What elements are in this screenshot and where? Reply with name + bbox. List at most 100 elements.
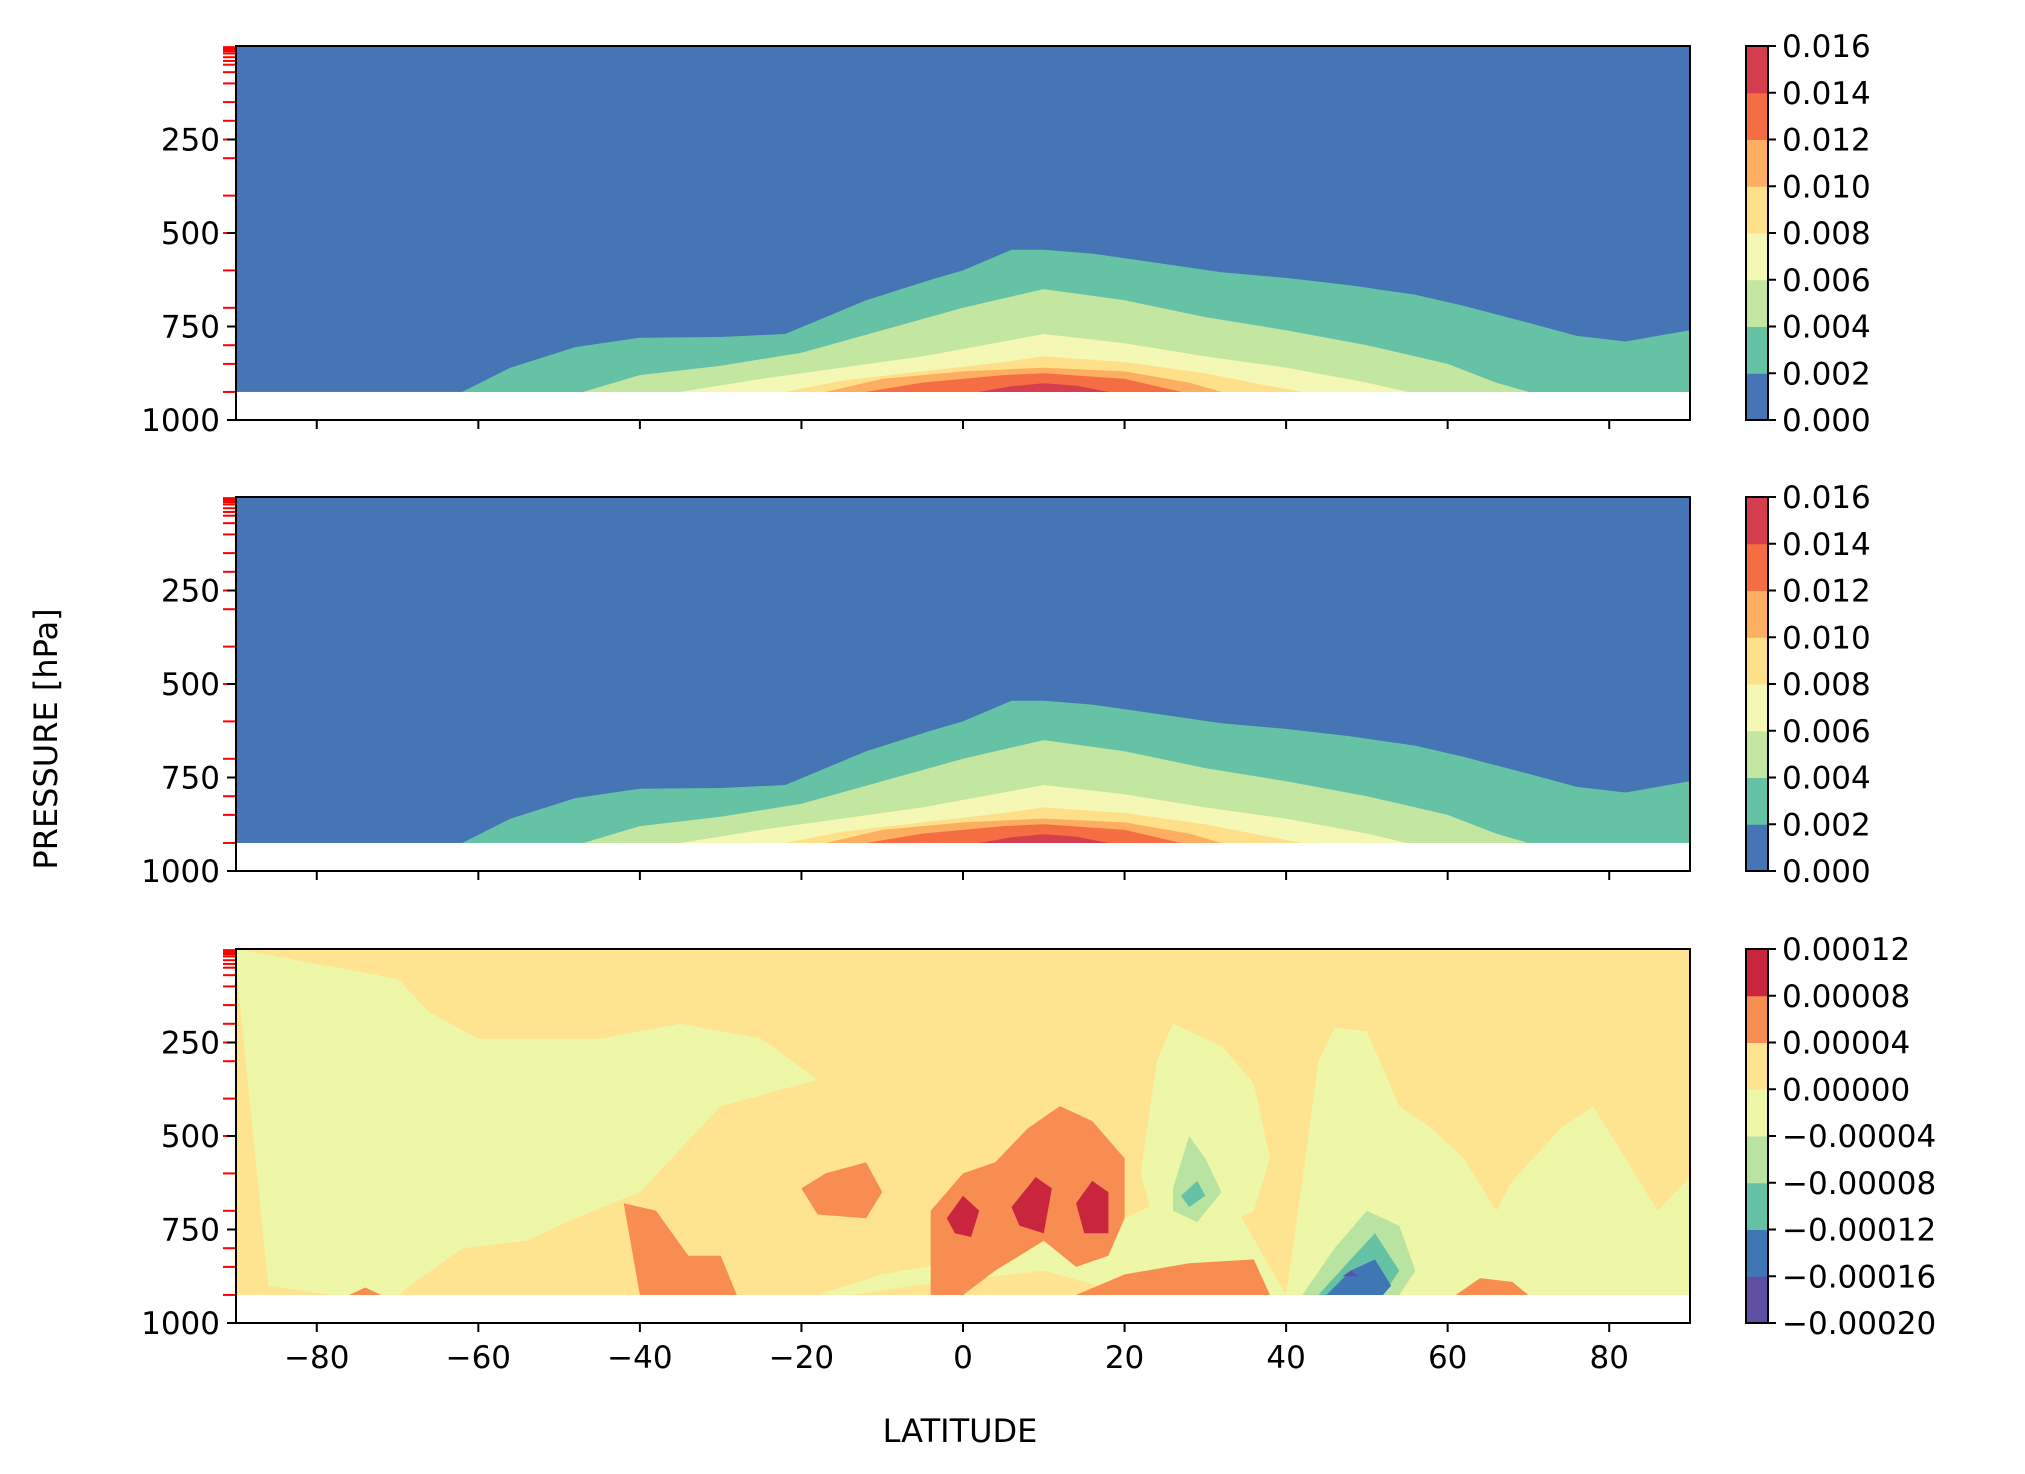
colorbar-tick-label-2: −0.00012 [1782,1213,1936,1249]
colorbar-tick-label-7: 0.014 [1782,76,1871,112]
x-tick-label--80: −80 [284,1340,349,1376]
colorbar-tick-label-1: 0.002 [1782,356,1871,392]
colorbar-swatch-7 [1746,46,1768,94]
colorbar-swatch-1 [1746,1229,1768,1277]
colorbar-swatch-2 [1746,730,1768,778]
colorbar-tick-label-1: 0.002 [1782,807,1871,843]
x-tick-label--60: −60 [446,1340,511,1376]
colorbar-tick-label-3: −0.00008 [1782,1166,1936,1202]
x-tick-label-40: 40 [1266,1340,1305,1376]
y-tick-label-250: 250 [161,123,220,159]
colorbar-tick-label-3: 0.006 [1782,714,1871,750]
y-tick-label-750: 750 [161,761,220,797]
colorbar-tick-label-4: −0.00004 [1782,1119,1936,1155]
colorbar-swatch-2 [1746,1182,1768,1230]
colorbar-swatch-4 [1746,186,1768,234]
y-tick-label-1000: 1000 [141,403,220,439]
y-tick-label-500: 500 [161,667,220,703]
colorbar-tick-label-3: 0.006 [1782,263,1871,299]
colorbar-swatch-5 [1746,1042,1768,1090]
colorbar-tick-label-8: 0.016 [1782,480,1871,516]
colorbar-tick-label-7: 0.014 [1782,527,1871,563]
colorbar-swatch-6 [1746,92,1768,140]
contour-region-8 [1076,1259,1270,1295]
colorbar-swatch-0 [1746,824,1768,872]
contour-region-9 [1455,1278,1529,1295]
colorbar-tick-label-8: 0.016 [1782,29,1871,65]
x-tick-label-20: 20 [1105,1340,1144,1376]
colorbar-swatch-3 [1746,233,1768,281]
colorbar-tick-label-8: 0.00012 [1782,932,1910,968]
contour-band-6 [866,824,1181,843]
x-tick-label-60: 60 [1428,1340,1467,1376]
x-tick-label-80: 80 [1589,1340,1628,1376]
y-tick-label-1000: 1000 [141,854,220,890]
contour-region-18 [1342,1270,1359,1277]
contour-region-2 [1140,1023,1270,1234]
colorbar-swatch-3 [1746,1136,1768,1184]
contour-region-5 [349,1287,382,1295]
colorbar-tick-label-7: 0.00008 [1782,979,1910,1015]
x-tick-label--40: −40 [607,1340,672,1376]
colorbar-tick-label-2: 0.004 [1782,761,1871,797]
colorbar-swatch-3 [1746,684,1768,732]
panel-bottom: 250 500 750 1000 −80 −60 −40 −20 0 20 40 60 80 −0.000… [141,932,1936,1376]
contour-fields [236,949,1690,1295]
colorbar-tick-label-5: 0.010 [1782,620,1871,656]
contour-band-7 [979,834,1109,843]
colorbar-tick-label-6: 0.00004 [1782,1026,1910,1062]
colorbar-tick-label-1: −0.00016 [1782,1259,1936,1295]
y-tick-label-500: 500 [161,1119,220,1155]
contour-region-11 [1011,1177,1052,1234]
y-tick-label-750: 750 [161,1213,220,1249]
colorbar-bottom: −0.00020 −0.00016 −0.00012 −0.00008 −0.00004… [1745,932,1936,1342]
contour-region-10 [946,1195,980,1237]
contour-region-14 [1181,1180,1206,1208]
colorbar-swatch-5 [1746,139,1768,187]
colorbar-tick-label-5: 0.010 [1782,169,1871,205]
contour-region-19 [1673,1210,1690,1256]
x-axis-label: LATITUDE [883,1412,1038,1450]
x-tick-label-0: 0 [953,1340,973,1376]
colorbar-tick-label-6: 0.012 [1782,123,1871,159]
colorbar-swatch-6 [1746,995,1768,1043]
colorbar-middle: 0.000 0.002 0.004 0.006 0.008 0.010 0.012 0.014… [1745,480,1871,890]
colorbar-swatch-1 [1746,326,1768,374]
y-tick-label-250: 250 [161,1026,220,1062]
colorbar-top: 0.000 0.002 0.004 0.006 0.008 0.010 0.012 0.014… [1745,29,1871,439]
contour-band-6 [866,373,1182,392]
contour-fields [236,46,1690,392]
y-tick-label-750: 750 [161,310,220,346]
contour-region-12 [1076,1180,1109,1234]
y-tick-label-500: 500 [161,216,220,252]
colorbar-swatch-4 [1746,637,1768,685]
colorbar-tick-label-0: 0.000 [1782,403,1871,439]
colorbar-swatch-1 [1746,777,1768,825]
contour-region-4 [623,1203,737,1295]
y-tick-label-1000: 1000 [141,1306,220,1342]
colorbar-swatch-7 [1746,949,1768,997]
colorbar-swatch-4 [1746,1089,1768,1137]
contour-region-17 [1326,1259,1392,1295]
colorbar-swatch-0 [1746,373,1768,421]
colorbar-swatch-7 [1746,497,1768,545]
x-tick-label--20: −20 [769,1340,834,1376]
colorbar-tick-label-2: 0.004 [1782,310,1871,346]
contour-band-7 [979,383,1109,392]
y-axis-label: PRESSURE [hPa] [27,608,65,869]
y-tick-label-250: 250 [161,574,220,610]
colorbar-swatch-2 [1746,279,1768,327]
colorbar-swatch-5 [1746,590,1768,638]
contour-region-6 [801,1162,883,1219]
colorbar-tick-label-5: 0.00000 [1782,1072,1910,1108]
contour-region-0 [236,949,818,1295]
contour-fields [236,497,1690,843]
colorbar-tick-label-0: −0.00020 [1782,1306,1936,1342]
colorbar-swatch-6 [1746,543,1768,591]
colorbar-swatch-0 [1746,1276,1768,1324]
colorbar-tick-label-4: 0.008 [1782,216,1871,252]
